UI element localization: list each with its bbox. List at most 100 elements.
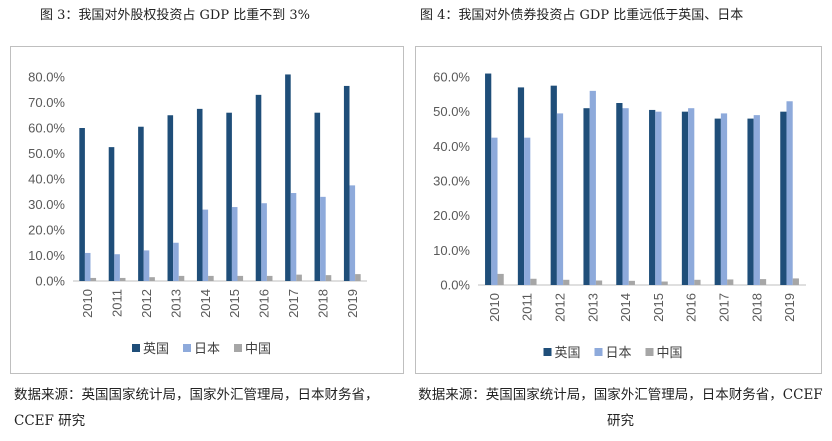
y-tick-label: 50.0% bbox=[28, 146, 65, 161]
x-tick-label: 2016 bbox=[257, 289, 272, 318]
figure-4-source: 数据来源：英国国家统计局，国家外汇管理局，日本财务省，CCEF 研究 bbox=[418, 387, 823, 429]
equity-investment-chart: 0.0% 10.0% 20.0% 30.0% 40.0% 50.0% 60.0% 70.0% 8… bbox=[10, 46, 404, 374]
x-tick-label: 2014 bbox=[618, 293, 633, 322]
bar-英国-2019 bbox=[780, 111, 787, 286]
bar-中国-2012 bbox=[563, 279, 570, 285]
bar-英国-2014 bbox=[196, 108, 203, 281]
y-tick-label: 0.0% bbox=[35, 274, 65, 289]
x-tick-label: 2015 bbox=[651, 293, 666, 322]
bar-日本-2013 bbox=[173, 242, 179, 281]
bar-英国-2018 bbox=[314, 112, 321, 281]
bar-中国-2014 bbox=[208, 275, 214, 281]
y-tick-label: 50.0% bbox=[433, 104, 470, 119]
bar-中国-2018 bbox=[325, 275, 332, 281]
bond-investment-chart: 0.0% 10.0% 20.0% 30.0% 40.0% 50.0% 60.0% 2010 20… bbox=[415, 46, 822, 374]
bar-中国-2011 bbox=[119, 277, 126, 281]
bar-中国-2012 bbox=[149, 277, 155, 281]
bar-日本-2011 bbox=[524, 137, 531, 285]
y-tick-label: 60.0% bbox=[28, 121, 65, 136]
bar-中国-2011 bbox=[530, 278, 537, 285]
x-tick-label: 2017 bbox=[286, 289, 301, 318]
x-tick-label: 2018 bbox=[749, 293, 764, 322]
x-tick-label: 2018 bbox=[315, 289, 330, 318]
figure-3-title: 图 3：我国对外股权投资占 GDP 比重不到 3% bbox=[40, 8, 310, 23]
bar-英国-2019 bbox=[343, 85, 350, 281]
legend-label: 中国 bbox=[245, 342, 271, 357]
bar-日本-2017 bbox=[290, 193, 297, 281]
bar-英国-2012 bbox=[550, 85, 557, 285]
x-tick-label: 2013 bbox=[168, 289, 183, 318]
bar-日本-2019 bbox=[786, 101, 793, 285]
legend-swatch bbox=[183, 344, 191, 352]
x-tick-label: 2010 bbox=[487, 293, 502, 322]
x-tick-label: 2014 bbox=[198, 289, 213, 318]
bar-中国-2016 bbox=[694, 279, 701, 285]
y-tick-label: 30.0% bbox=[433, 174, 470, 189]
bar-日本-2019 bbox=[349, 185, 356, 281]
legend-label: 英国 bbox=[143, 342, 169, 357]
equity-investment-chart-svg: 0.0% 10.0% 20.0% 30.0% 40.0% 50.0% 60.0% 70.0% 8… bbox=[28, 70, 367, 357]
bar-英国-2011 bbox=[108, 147, 115, 281]
bar-英国-2016 bbox=[255, 94, 262, 281]
bar-日本-2018 bbox=[320, 196, 326, 281]
x-tick-label: 2013 bbox=[585, 293, 600, 322]
bar-日本-2014 bbox=[622, 108, 629, 285]
legend-swatch bbox=[594, 348, 603, 356]
legend-label: 日本 bbox=[606, 346, 632, 361]
bar-日本-2012 bbox=[143, 250, 150, 281]
bar-英国-2015 bbox=[649, 109, 656, 285]
bar-英国-2011 bbox=[517, 87, 525, 286]
bar-日本-2010 bbox=[84, 252, 91, 281]
legend-swatch bbox=[234, 344, 242, 352]
x-tick-label: 2017 bbox=[717, 293, 732, 322]
x-tick-label: 2012 bbox=[139, 289, 154, 318]
bar-英国-2013 bbox=[167, 115, 174, 281]
figure-4-title: 图 4：我国对外债券投资占 GDP 比重远低于英国、日本 bbox=[420, 8, 744, 23]
y-tick-label: 60.0% bbox=[433, 70, 470, 85]
bar-中国-2015 bbox=[661, 281, 668, 285]
bar-日本-2013 bbox=[589, 90, 596, 285]
bar-中国-2013 bbox=[178, 275, 185, 281]
bar-英国-2010 bbox=[79, 128, 85, 281]
bar-英国-2013 bbox=[583, 108, 590, 285]
bar-日本-2016 bbox=[688, 108, 695, 285]
y-tick-label: 0.0% bbox=[440, 278, 470, 293]
bar-中国-2010 bbox=[90, 277, 97, 281]
y-tick-label: 30.0% bbox=[28, 197, 65, 212]
bar-英国-2012 bbox=[138, 126, 144, 281]
bar-英国-2015 bbox=[226, 112, 232, 281]
bar-英国-2014 bbox=[616, 103, 623, 285]
x-tick-label: 2012 bbox=[553, 293, 568, 322]
bar-日本-2018 bbox=[753, 115, 760, 285]
bar-英国-2018 bbox=[747, 118, 754, 285]
legend-swatch bbox=[132, 344, 140, 352]
bar-日本-2012 bbox=[556, 113, 564, 286]
bar-日本-2015 bbox=[655, 111, 662, 286]
bar-英国-2017 bbox=[285, 74, 291, 281]
legend-label: 英国 bbox=[555, 346, 581, 361]
x-tick-label: 2011 bbox=[110, 289, 125, 317]
legend-swatch bbox=[543, 348, 552, 356]
x-tick-label: 2019 bbox=[782, 293, 797, 322]
bar-中国-2016 bbox=[266, 275, 273, 281]
bar-中国-2017 bbox=[296, 274, 302, 281]
x-tick-label: 2019 bbox=[345, 289, 360, 318]
bar-日本-2016 bbox=[261, 203, 267, 281]
y-tick-label: 80.0% bbox=[28, 70, 65, 85]
y-tick-label: 70.0% bbox=[28, 95, 65, 110]
bar-英国-2010 bbox=[485, 73, 492, 286]
bar-中国-2019 bbox=[792, 278, 799, 285]
bar-日本-2015 bbox=[231, 207, 238, 281]
bar-英国-2016 bbox=[681, 111, 689, 286]
bar-日本-2011 bbox=[114, 254, 120, 281]
bar-中国-2019 bbox=[355, 274, 361, 281]
y-tick-label: 10.0% bbox=[433, 243, 470, 258]
bar-日本-2017 bbox=[720, 113, 728, 286]
y-tick-label: 20.0% bbox=[433, 208, 470, 223]
y-tick-label: 20.0% bbox=[28, 223, 65, 238]
x-tick-label: 2015 bbox=[227, 289, 242, 318]
bar-中国-2015 bbox=[237, 275, 244, 281]
y-tick-label: 10.0% bbox=[28, 248, 65, 263]
legend-label: 中国 bbox=[657, 346, 683, 361]
x-tick-label: 2016 bbox=[684, 293, 699, 322]
